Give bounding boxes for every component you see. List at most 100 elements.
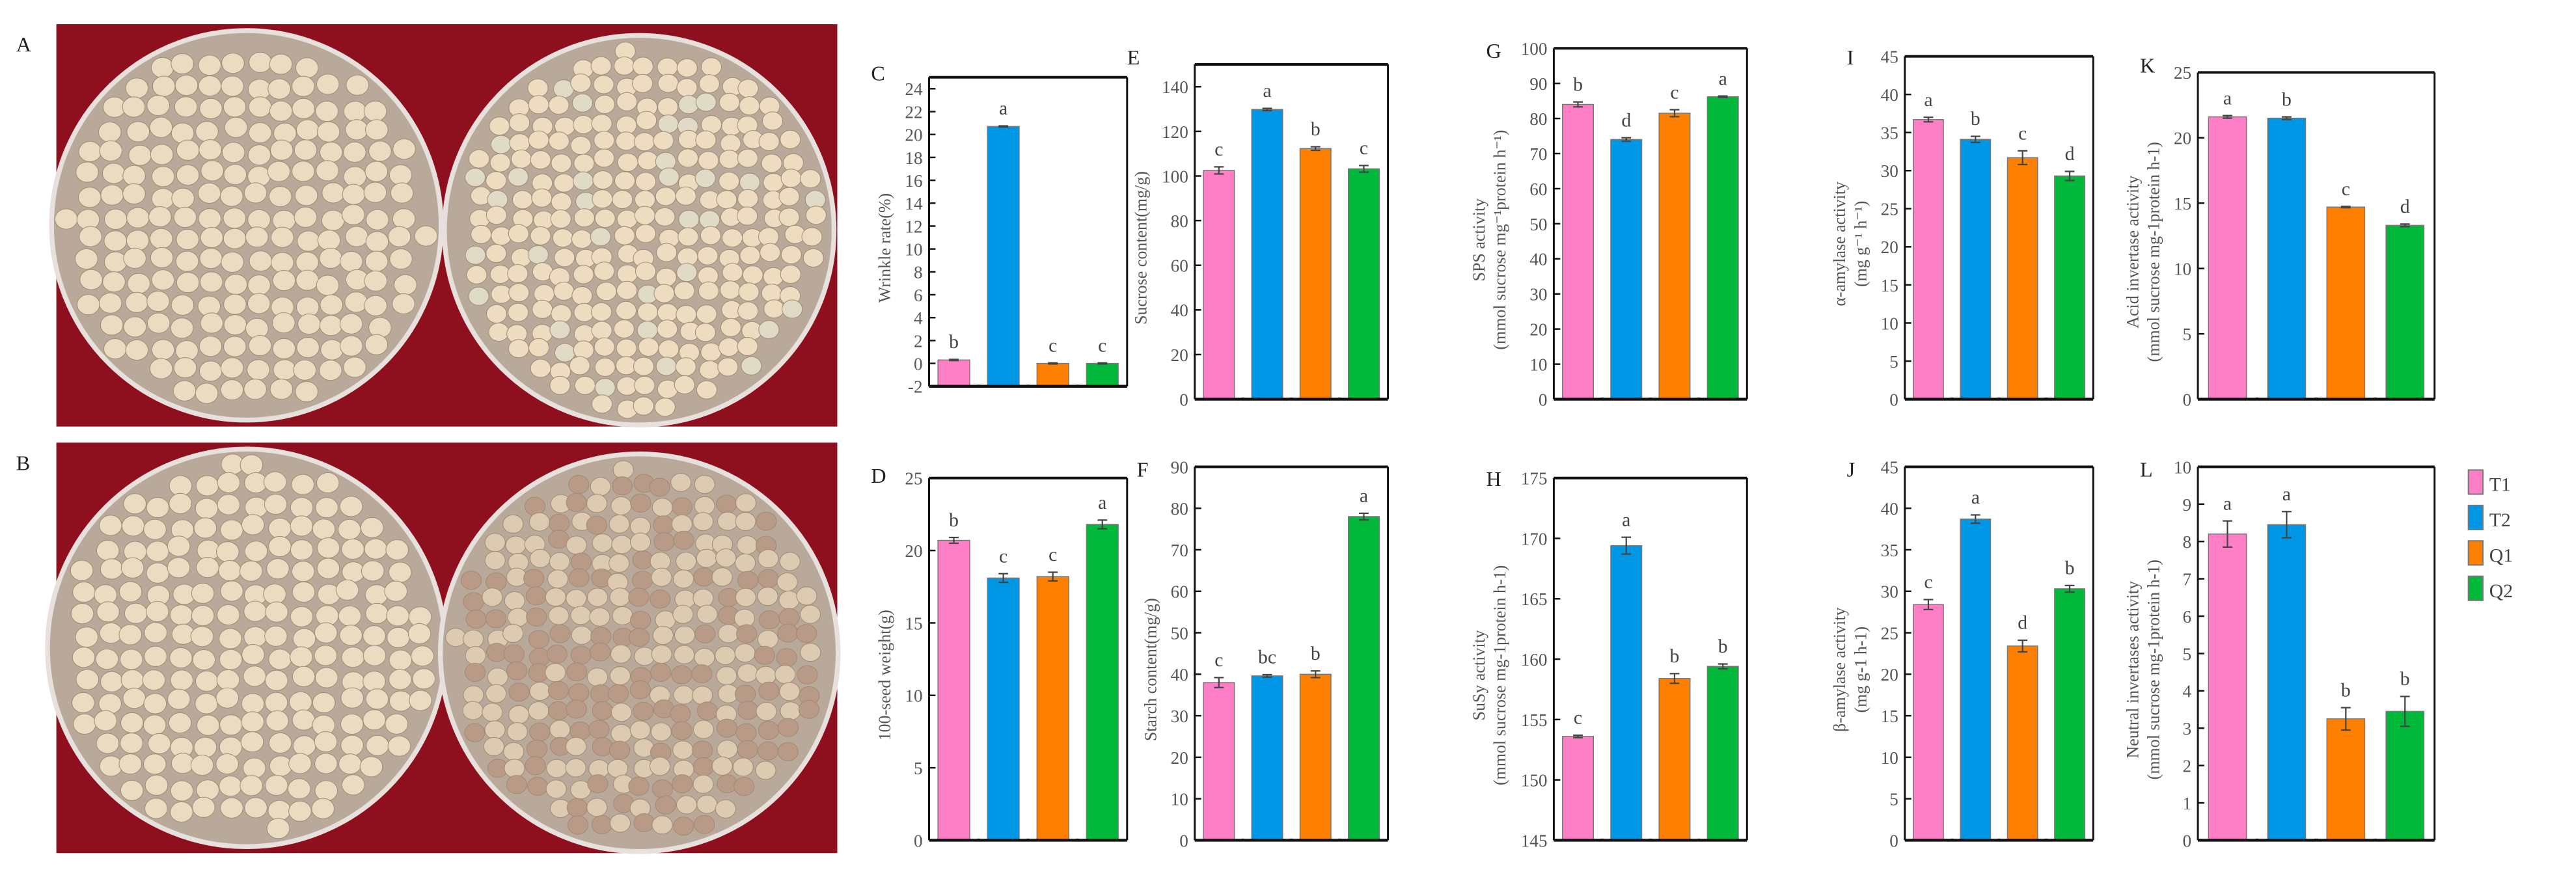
soybean-seed	[319, 141, 343, 163]
soybean-seed	[674, 625, 696, 645]
bar-q2	[1086, 524, 1119, 841]
soybean-seed	[569, 356, 590, 375]
soybean-seed	[717, 740, 738, 759]
soybean-seed	[392, 293, 415, 314]
soybean-seed	[653, 532, 675, 552]
y-tick-label: 90	[1529, 74, 1547, 94]
soybean-seed	[630, 610, 651, 630]
soybean-seed	[586, 515, 607, 535]
soybean-seed	[468, 286, 489, 306]
soybean-seed	[722, 263, 743, 282]
soybean-seed	[736, 535, 758, 555]
soybean-seed	[758, 549, 779, 569]
soybean-seed	[780, 701, 801, 721]
soybean-seed	[216, 669, 240, 691]
soybean-seed	[345, 226, 368, 247]
soybean-seed	[288, 800, 312, 822]
soybean-seed	[653, 131, 674, 150]
soybean-seed	[95, 649, 119, 670]
soybean-seed	[528, 130, 549, 150]
soybean-seed	[151, 166, 175, 187]
soybean-seed	[692, 774, 714, 794]
soybean-seed	[265, 601, 288, 623]
soybean-seed	[672, 497, 693, 517]
soybean-seed	[758, 681, 780, 701]
soybean-seed	[696, 304, 717, 324]
soybean-seed	[191, 605, 215, 627]
soybean-seed	[609, 666, 631, 686]
y-tick-label: 15	[2174, 194, 2191, 213]
soybean-seed	[268, 185, 292, 208]
soybean-seed	[364, 538, 388, 560]
soybean-seed	[249, 51, 272, 73]
soybean-seed	[103, 208, 128, 230]
soybean-seed	[694, 169, 716, 188]
soybean-seed	[341, 774, 365, 796]
y-tick-label: 8	[914, 263, 923, 282]
soybean-seed	[676, 304, 697, 324]
y-tick-label: 5	[1889, 790, 1898, 809]
soybean-seed	[532, 299, 553, 319]
soybean-seed	[528, 95, 549, 115]
y-tick-label: 10	[2174, 457, 2191, 477]
soybean-seed	[365, 231, 389, 252]
soybean-seed	[696, 548, 717, 568]
soybean-seed	[293, 359, 317, 381]
soybean-seed	[733, 777, 755, 796]
soybean-seed	[692, 588, 714, 608]
soybean-seed	[636, 111, 657, 130]
soybean-seed	[573, 171, 594, 191]
soybean-seed	[465, 610, 487, 629]
soybean-seed	[173, 357, 197, 379]
soybean-seed	[486, 684, 507, 703]
soybean-seed	[244, 797, 267, 818]
soybean-seed	[346, 74, 370, 96]
significance-letter: d	[2400, 196, 2410, 217]
soybean-seed	[169, 493, 192, 514]
soybean-seed	[756, 701, 777, 721]
soybean-seed	[612, 460, 634, 480]
soybean-seed	[548, 131, 570, 151]
soybean-seed	[195, 475, 219, 496]
soybean-seed	[676, 58, 698, 77]
soybean-seed	[673, 817, 694, 836]
soybean-seed	[566, 493, 587, 512]
soybean-seed	[549, 375, 571, 395]
significance-letter: c	[1574, 708, 1582, 729]
soybean-seed	[573, 115, 594, 134]
soybean-seed	[530, 150, 551, 170]
soybean-seed	[525, 586, 547, 606]
petri-dish	[49, 28, 444, 423]
soybean-seed	[273, 359, 297, 381]
soybean-seed	[220, 379, 244, 401]
soybean-seed	[122, 183, 146, 205]
soybean-seed	[694, 815, 715, 834]
soybean-seed	[219, 714, 243, 736]
soybean-seed	[700, 342, 722, 362]
soybean-seed	[509, 113, 530, 133]
soybean-seed	[267, 800, 292, 821]
soybean-seed	[146, 94, 171, 116]
soybean-seed	[610, 496, 632, 516]
y-tick-label: 10	[1881, 748, 1898, 768]
y-tick-label: 40	[1881, 85, 1898, 105]
soybean-seed	[673, 685, 694, 705]
soybean-seed	[512, 190, 534, 209]
soybean-seed	[594, 378, 616, 398]
soybean-seed	[629, 532, 651, 552]
soybean-seed	[549, 624, 571, 643]
soybean-seed	[774, 665, 796, 684]
y-axis-label: (mmol sucrose mg-1protein h-1)	[2144, 560, 2163, 779]
soybean-seed	[732, 757, 754, 777]
soybean-seed	[342, 204, 365, 225]
soybean-seed	[314, 622, 338, 643]
y-tick-label: 20	[2174, 129, 2191, 148]
soybean-seed	[573, 208, 595, 228]
y-tick-label: 160	[1521, 650, 1548, 669]
soybean-seed	[592, 170, 614, 190]
soybean-seed	[573, 324, 595, 344]
soybean-seed	[143, 714, 167, 736]
significance-letter: b	[1971, 109, 1980, 129]
soybean-seed	[220, 797, 243, 818]
